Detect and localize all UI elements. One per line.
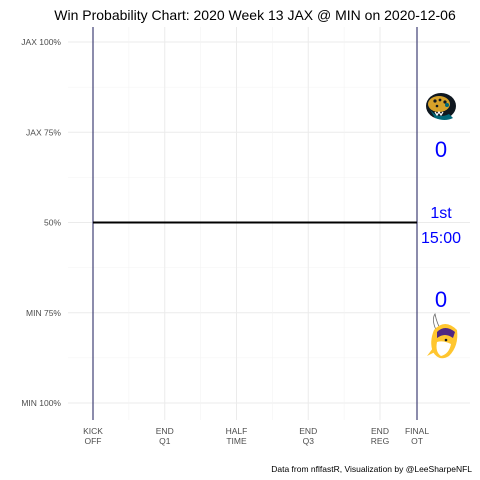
y-tick-label: MIN 100%	[21, 398, 61, 408]
x-tick-label: END	[299, 426, 317, 436]
x-tick-label: OT	[411, 436, 423, 446]
x-tick-label: Q1	[159, 436, 171, 446]
x-tick-label: OFF	[85, 436, 102, 446]
home-score: 0	[435, 287, 447, 312]
x-tick-label: KICK	[83, 426, 103, 436]
y-tick-label: 50%	[44, 218, 61, 228]
x-tick-label: REG	[371, 436, 389, 446]
away-score: 0	[435, 137, 447, 162]
y-axis-ticks: JAX 100% JAX 75% 50% MIN 75% MIN 100%	[21, 37, 61, 408]
x-tick-label: Q3	[303, 436, 315, 446]
y-tick-label: JAX 75%	[26, 127, 61, 137]
game-clock: 15:00	[421, 230, 461, 247]
game-quarter: 1st	[430, 205, 452, 222]
y-tick-label: MIN 75%	[26, 308, 61, 318]
jaguars-logo-icon	[426, 93, 456, 120]
chart-caption: Data from nflfastR, Visualization by @Le…	[271, 464, 472, 474]
x-tick-label: END	[371, 426, 389, 436]
x-tick-label: HALF	[226, 426, 248, 436]
vikings-logo-icon	[427, 312, 458, 359]
y-tick-label: JAX 100%	[21, 37, 61, 47]
x-tick-label: FINAL	[405, 426, 429, 436]
x-tick-label: TIME	[226, 436, 247, 446]
x-tick-label: END	[156, 426, 174, 436]
chart-title: Win Probability Chart: 2020 Week 13 JAX …	[54, 7, 456, 23]
